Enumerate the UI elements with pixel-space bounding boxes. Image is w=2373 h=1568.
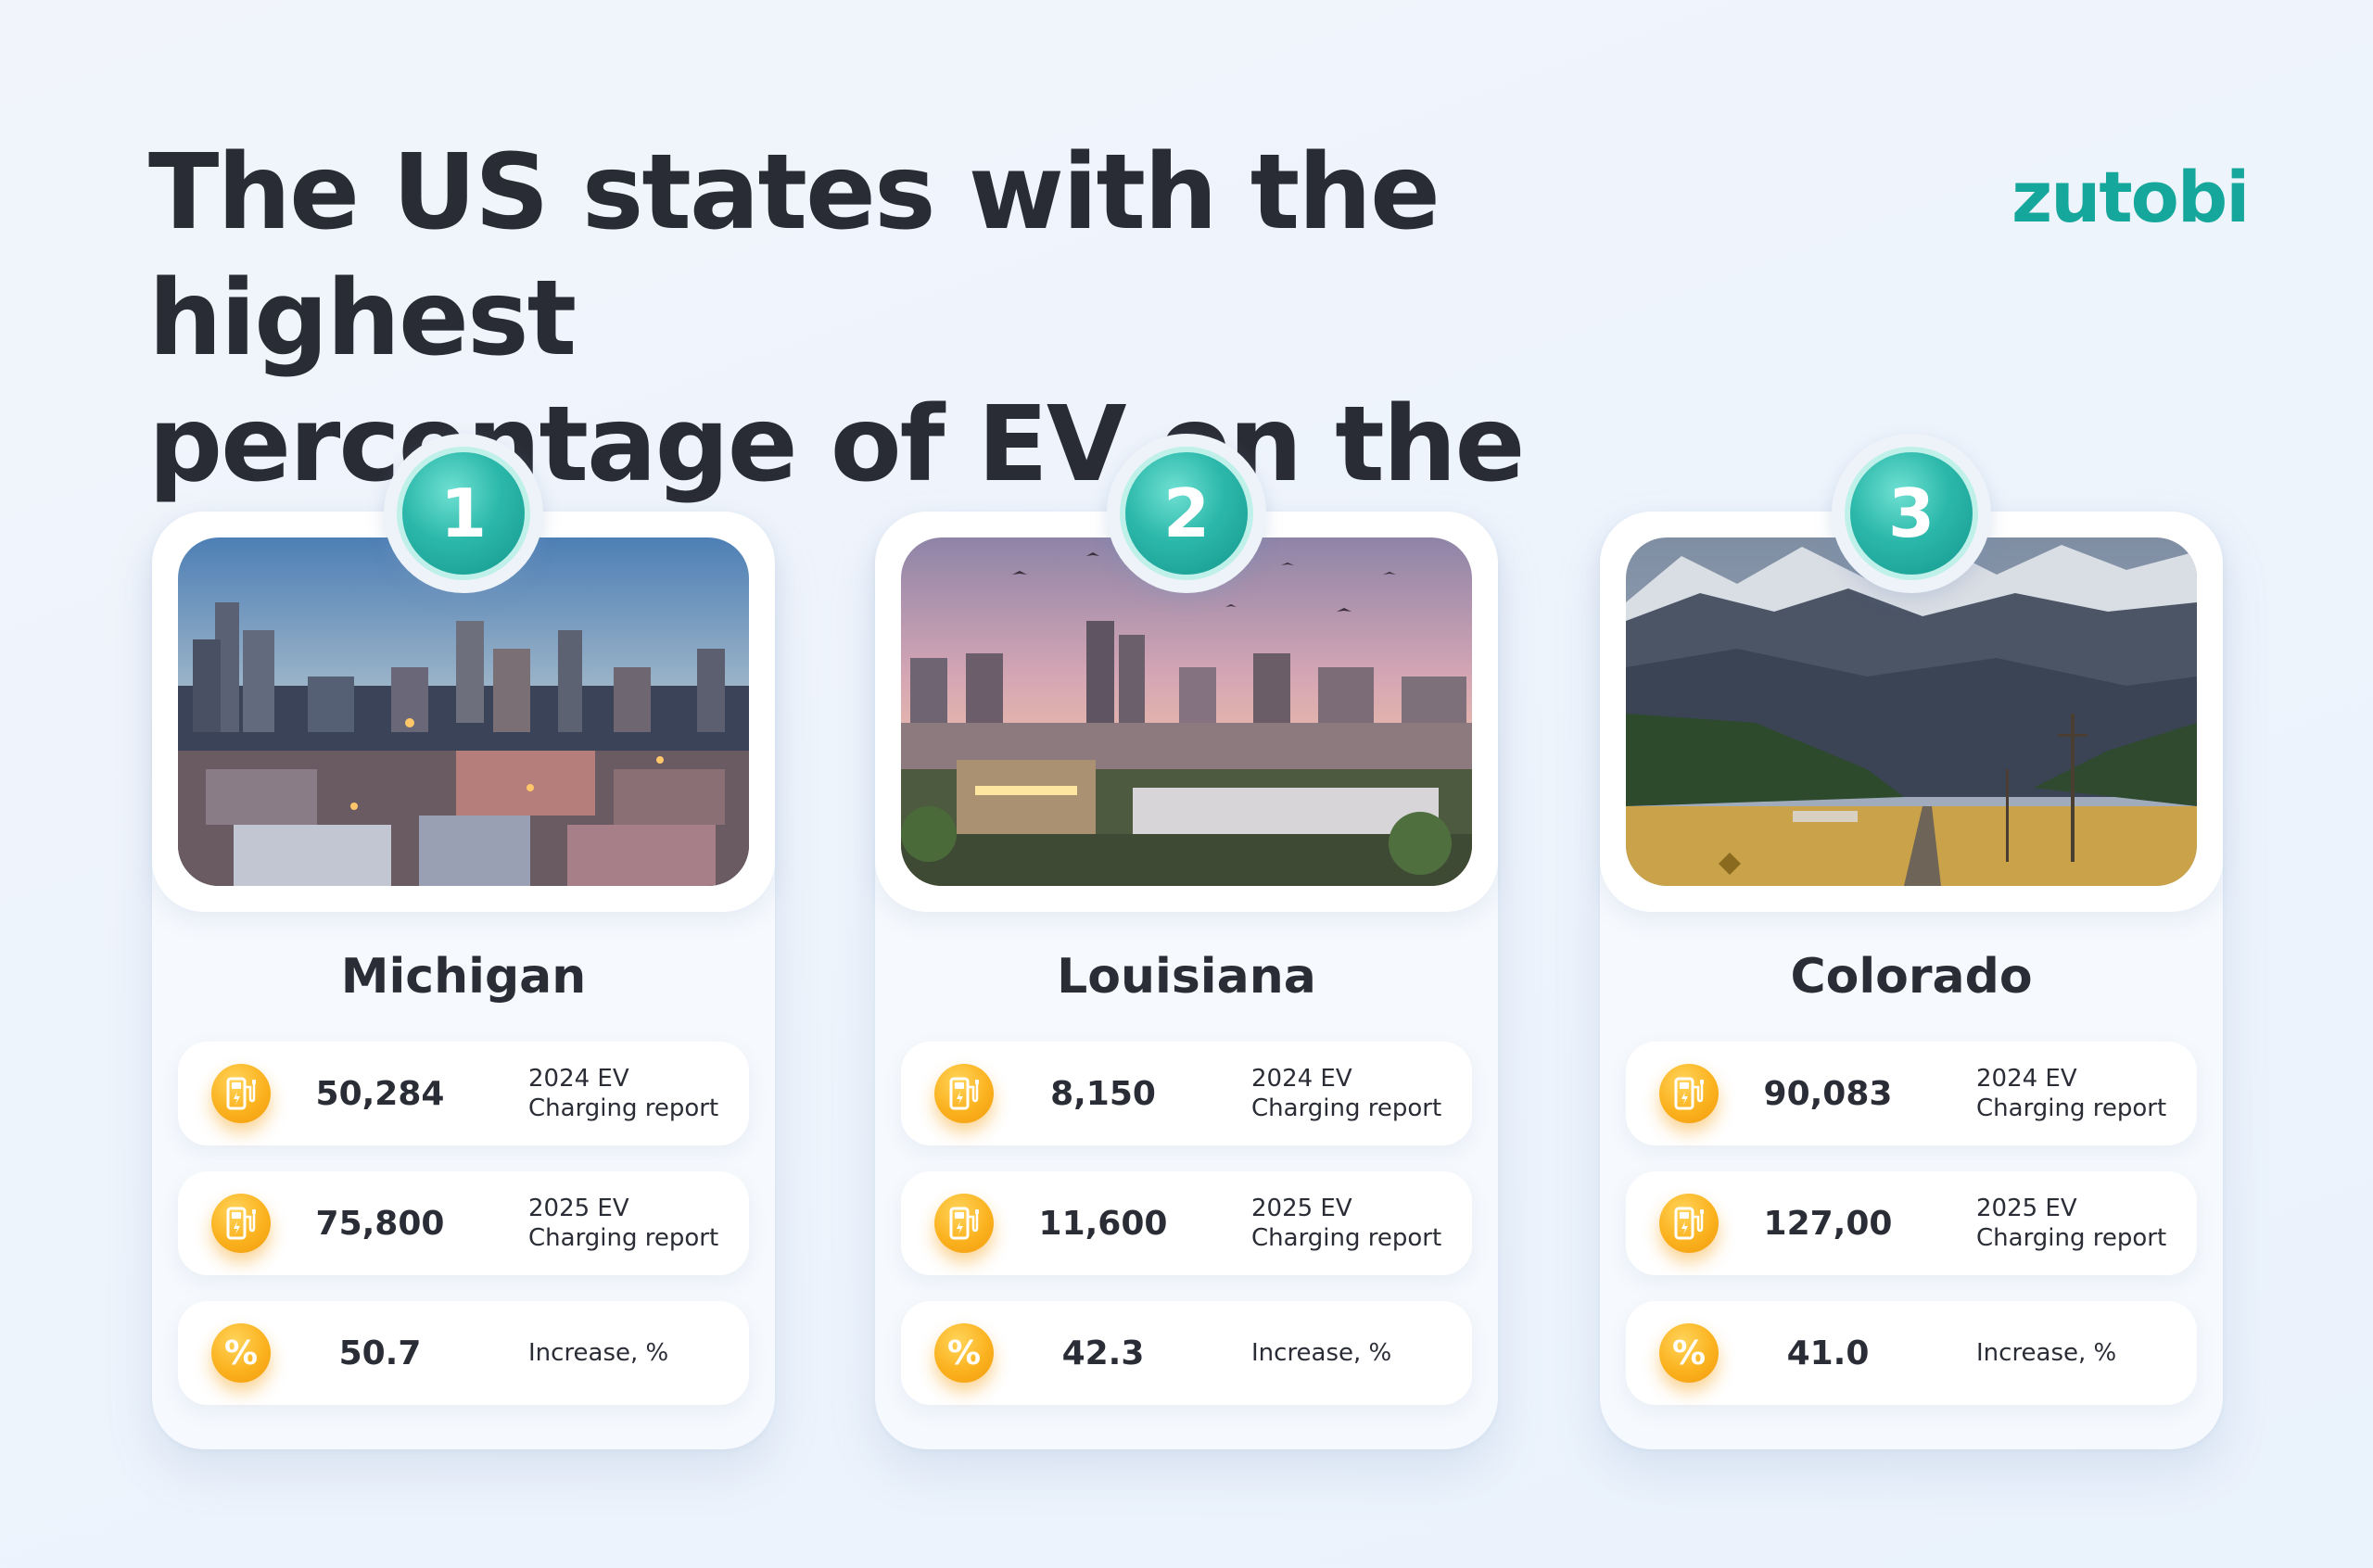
rank-badge: 3 xyxy=(1832,434,1991,593)
stat-label-line-1: 2025 EV xyxy=(528,1195,629,1222)
title-line-1: The US states with the highest xyxy=(148,133,1440,379)
stat-value: 41.0 xyxy=(1786,1334,1870,1372)
stat-label: 2025 EV Charging report xyxy=(528,1171,742,1275)
stat-label-line-2: Charging report xyxy=(528,1094,719,1122)
stat-label: 2024 EV Charging report xyxy=(528,1042,742,1145)
stat-label: 2025 EV Charging report xyxy=(1251,1171,1465,1275)
stat-row-2024: 90,083 2024 EV Charging report xyxy=(1626,1042,2197,1145)
rank-badge: 1 xyxy=(384,434,543,593)
state-name: Michigan xyxy=(340,949,587,1005)
stat-label: Increase, % xyxy=(528,1301,742,1405)
percent-icon: % xyxy=(934,1323,994,1383)
new-orleans-skyline-photo xyxy=(901,537,1472,886)
stat-value: 11,600 xyxy=(1038,1204,1168,1243)
stat-value: 50.7 xyxy=(338,1334,422,1372)
state-name: Louisiana xyxy=(1057,949,1316,1005)
stat-label-line-2: Charging report xyxy=(1976,1094,2167,1122)
stat-value: 127,00 xyxy=(1763,1204,1893,1243)
ev-charger-icon xyxy=(1659,1194,1719,1253)
stat-row-2024: 8,150 2024 EV Charging report xyxy=(901,1042,1472,1145)
stat-label-line-1: 2024 EV xyxy=(528,1065,629,1093)
stat-label-line-2: Charging report xyxy=(1251,1094,1442,1122)
rank-number: 1 xyxy=(397,447,530,580)
percent-icon: % xyxy=(211,1323,271,1383)
colorado-mountains-photo xyxy=(1626,537,2197,886)
stat-row-increase: % 50.7 Increase, % xyxy=(178,1301,749,1405)
stat-row-2025: 11,600 2025 EV Charging report xyxy=(901,1171,1472,1275)
ev-charger-icon xyxy=(211,1194,271,1253)
state-name: Colorado xyxy=(1790,949,2033,1005)
photo-frame xyxy=(875,512,1498,912)
stat-label-line-1: Increase, % xyxy=(528,1339,669,1367)
stat-label-line-1: 2025 EV xyxy=(1251,1195,1352,1222)
rank-badge: 2 xyxy=(1107,434,1266,593)
stat-value: 90,083 xyxy=(1763,1074,1893,1113)
stat-label-line-2: Charging report xyxy=(1976,1224,2167,1252)
stat-row-2025: 75,800 2025 EV Charging report xyxy=(178,1171,749,1275)
ev-charger-icon xyxy=(934,1064,994,1123)
stat-value: 8,150 xyxy=(1050,1074,1156,1113)
ev-charger-icon xyxy=(211,1064,271,1123)
stat-value: 50,284 xyxy=(315,1074,445,1113)
state-card-michigan: 1 Michigan 50,284 2024 EV Charging repor… xyxy=(152,434,775,1449)
stat-label-line-2: Charging report xyxy=(1251,1224,1442,1252)
stat-label: 2024 EV Charging report xyxy=(1251,1042,1465,1145)
stat-label-line-1: 2024 EV xyxy=(1251,1065,1352,1093)
rank-number: 2 xyxy=(1120,447,1253,580)
stat-row-increase: % 42.3 Increase, % xyxy=(901,1301,1472,1405)
stat-label: Increase, % xyxy=(1976,1301,2189,1405)
stat-label-line-1: Increase, % xyxy=(1251,1339,1392,1367)
stat-label-line-1: Increase, % xyxy=(1976,1339,2117,1367)
stat-value: 42.3 xyxy=(1061,1334,1145,1372)
stat-label-line-2: Charging report xyxy=(528,1224,719,1252)
stat-row-2025: 127,00 2025 EV Charging report xyxy=(1626,1171,2197,1275)
stat-row-increase: % 41.0 Increase, % xyxy=(1626,1301,2197,1405)
stat-label-line-1: 2024 EV xyxy=(1976,1065,2077,1093)
photo-frame xyxy=(1600,512,2223,912)
stat-label-line-1: 2025 EV xyxy=(1976,1195,2077,1222)
rank-number: 3 xyxy=(1845,447,1978,580)
ev-charger-icon xyxy=(1659,1064,1719,1123)
stat-row-2024: 50,284 2024 EV Charging report xyxy=(178,1042,749,1145)
state-card-colorado: 3 Colorado 90,083 2024 EV Charging repor… xyxy=(1600,434,2223,1449)
stat-label: 2024 EV Charging report xyxy=(1976,1042,2189,1145)
stat-label: Increase, % xyxy=(1251,1301,1465,1405)
ev-charger-icon xyxy=(934,1194,994,1253)
stat-label: 2025 EV Charging report xyxy=(1976,1171,2189,1275)
stat-value: 75,800 xyxy=(315,1204,445,1243)
percent-icon: % xyxy=(1659,1323,1719,1383)
detroit-skyline-photo xyxy=(178,537,749,886)
state-card-louisiana: 2 Louisiana 8,150 2024 EV Charging repor… xyxy=(875,434,1498,1449)
zutobi-logo: zutobi xyxy=(2011,156,2250,238)
